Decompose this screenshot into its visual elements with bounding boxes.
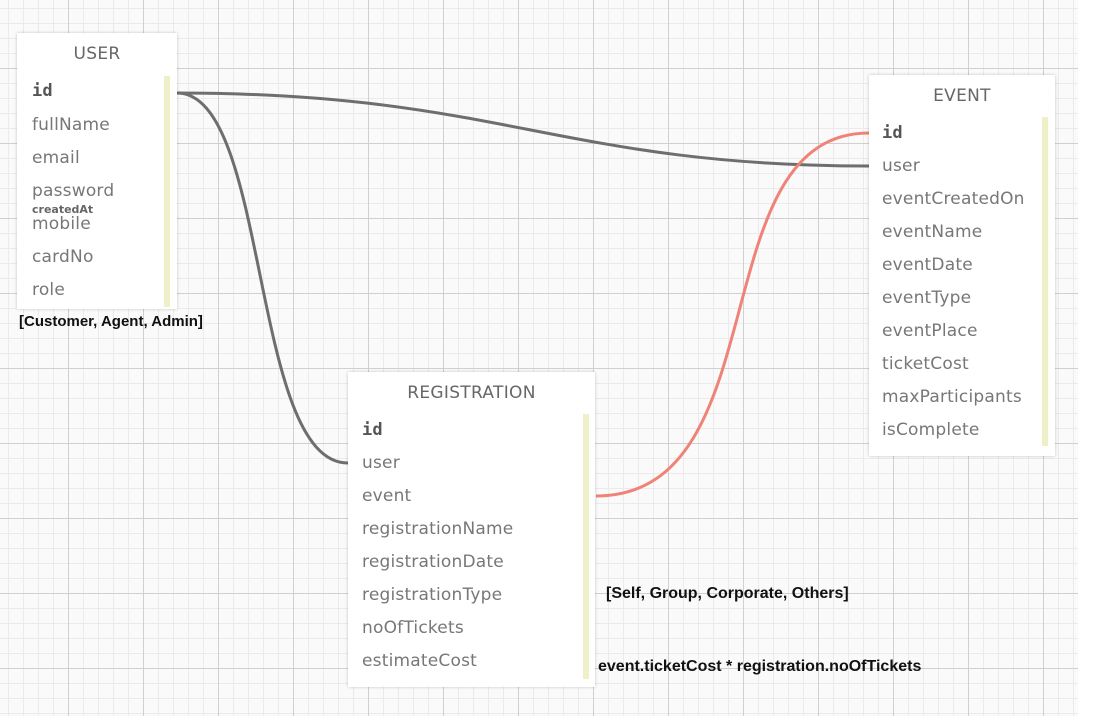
field-event-iscomplete[interactable]: isComplete <box>882 420 980 440</box>
field-user-email[interactable]: email <box>32 148 80 168</box>
field-registration-nooftickets[interactable]: noOfTickets <box>362 618 464 638</box>
field-event-ticketcost[interactable]: ticketCost <box>882 354 969 374</box>
field-user-fullname[interactable]: fullName <box>32 115 110 135</box>
field-registration-type[interactable]: registrationType <box>362 585 503 605</box>
field-registration-date[interactable]: registrationDate <box>362 552 504 572</box>
field-event-id[interactable]: id <box>882 123 903 143</box>
entity-title-event: EVENT <box>933 86 991 106</box>
relation-registration-event-to-event-id <box>595 131 870 498</box>
field-event-maxparticipants[interactable]: maxParticipants <box>882 387 1022 407</box>
field-registration-user[interactable]: user <box>362 453 400 473</box>
field-registration-event[interactable]: event <box>362 486 412 506</box>
field-event-createdon[interactable]: eventCreatedOn <box>882 189 1025 209</box>
field-event-date[interactable]: eventDate <box>882 255 973 275</box>
note-registration-type-values: [Self, Group, Corporate, Others] <box>606 585 849 602</box>
field-registration-id[interactable]: id <box>362 420 383 440</box>
field-event-type[interactable]: eventType <box>882 288 972 308</box>
field-user-role[interactable]: role <box>32 280 65 300</box>
field-registration-name[interactable]: registrationName <box>362 519 514 539</box>
note-role-values: [Customer, Agent, Admin] <box>19 313 203 330</box>
field-registration-estimatecost[interactable]: estimateCost <box>362 651 478 671</box>
entity-accent-bar <box>164 76 170 307</box>
entity-accent-bar <box>583 414 589 679</box>
entity-user[interactable]: USER id fullName email password createdA… <box>17 33 177 309</box>
field-user-id[interactable]: id <box>32 81 53 101</box>
entity-registration[interactable]: REGISTRATION id user event registrationN… <box>348 372 595 687</box>
field-user-mobile[interactable]: mobile <box>32 214 91 234</box>
relation-user-id-to-event-user <box>176 91 870 168</box>
field-event-user[interactable]: user <box>882 156 920 176</box>
entity-title-user: USER <box>73 44 121 64</box>
field-event-place[interactable]: eventPlace <box>882 321 978 341</box>
entity-accent-bar <box>1042 117 1048 446</box>
field-user-password[interactable]: password <box>32 181 115 201</box>
note-estimate-cost-formula: event.ticketCost * registration.noOfTick… <box>598 658 922 675</box>
field-event-name[interactable]: eventName <box>882 222 983 242</box>
field-user-createdat[interactable]: createdAt <box>32 203 94 216</box>
entity-event[interactable]: EVENT id user eventCreatedOn eventName e… <box>869 75 1055 456</box>
relation-user-id-to-registration-user <box>176 91 349 465</box>
field-user-cardno[interactable]: cardNo <box>32 247 94 267</box>
entity-title-registration: REGISTRATION <box>407 383 536 403</box>
